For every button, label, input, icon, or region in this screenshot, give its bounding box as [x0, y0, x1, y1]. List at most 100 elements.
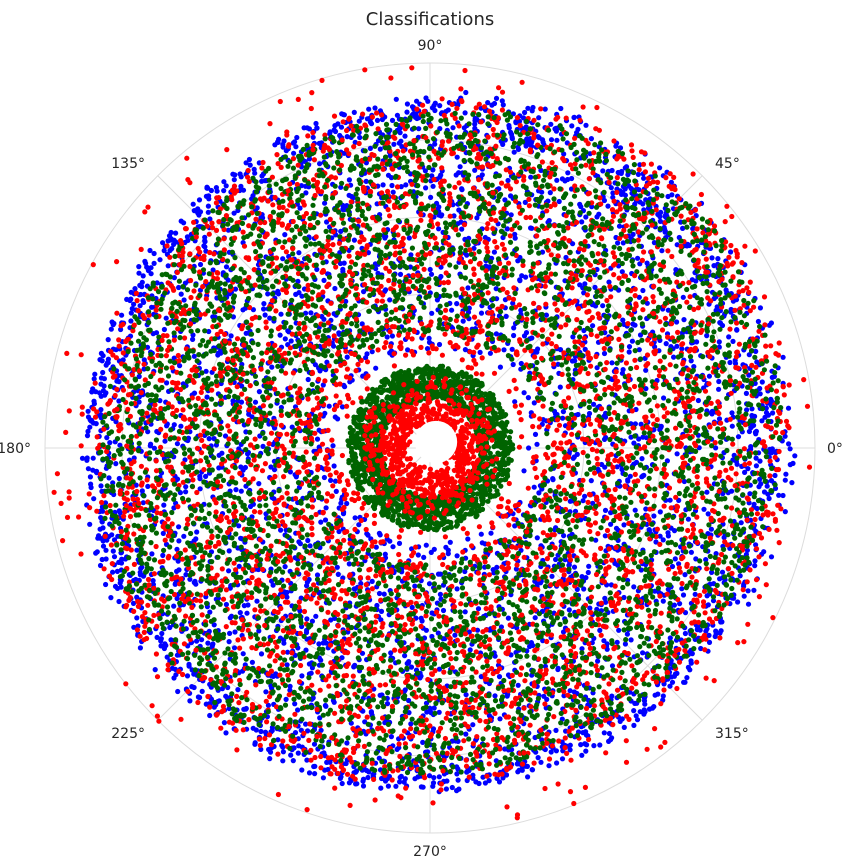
data-point — [716, 386, 722, 392]
data-point — [203, 193, 209, 199]
data-point — [85, 408, 91, 414]
data-point — [205, 203, 211, 209]
data-point — [512, 235, 518, 241]
data-point — [153, 543, 159, 550]
data-point — [294, 134, 300, 141]
data-point — [335, 571, 341, 578]
data-point — [372, 105, 378, 111]
data-point — [471, 271, 477, 277]
data-point — [459, 186, 465, 192]
data-point — [332, 285, 338, 292]
data-point — [360, 778, 366, 784]
data-point — [641, 175, 647, 181]
data-point — [202, 244, 208, 250]
data-point — [491, 249, 497, 255]
data-point — [186, 661, 192, 668]
data-point — [742, 469, 748, 475]
data-point — [246, 156, 252, 163]
data-point — [233, 727, 239, 733]
chart-title: Classifications — [366, 9, 494, 30]
data-point — [680, 592, 687, 598]
data-point — [637, 332, 644, 338]
data-point — [516, 444, 523, 450]
data-point — [442, 534, 448, 540]
data-point — [116, 598, 122, 605]
data-point — [602, 595, 608, 601]
data-point — [729, 423, 735, 429]
data-point — [418, 623, 424, 630]
data-point — [284, 511, 290, 517]
data-point — [465, 285, 471, 291]
data-point — [247, 503, 254, 510]
data-point — [205, 640, 211, 646]
data-point — [174, 546, 180, 552]
data-point — [406, 235, 412, 241]
data-point — [493, 331, 499, 337]
data-point — [106, 475, 112, 481]
data-point — [428, 549, 434, 556]
data-point — [88, 481, 94, 487]
data-point — [555, 665, 561, 672]
data-point — [398, 184, 404, 190]
data-point — [632, 507, 638, 513]
data-point — [655, 179, 661, 185]
data-point — [270, 673, 276, 680]
data-point — [280, 144, 286, 150]
data-point — [281, 138, 287, 144]
data-point — [101, 383, 107, 389]
data-point — [143, 260, 149, 266]
data-point — [761, 549, 767, 555]
data-point — [108, 595, 114, 601]
data-point — [349, 193, 355, 200]
data-point — [261, 301, 267, 307]
data-point — [438, 213, 444, 219]
data-point — [204, 185, 210, 191]
data-point — [506, 480, 512, 487]
data-point — [287, 469, 293, 475]
data-point — [462, 347, 468, 353]
data-point — [624, 631, 631, 637]
data-point — [376, 590, 383, 597]
data-point — [197, 209, 204, 215]
data-point — [515, 682, 521, 688]
data-point — [278, 311, 284, 317]
data-point — [523, 274, 529, 280]
data-point — [283, 696, 289, 703]
data-point — [622, 641, 629, 647]
data-point — [539, 189, 545, 195]
data-point — [723, 287, 729, 293]
data-point — [592, 284, 598, 290]
data-point — [350, 673, 356, 679]
data-point — [493, 95, 500, 101]
data-point — [429, 633, 435, 640]
data-point — [263, 689, 269, 695]
data-point — [701, 506, 707, 512]
data-point — [508, 193, 514, 199]
data-point — [398, 773, 404, 779]
data-point — [463, 89, 469, 96]
data-point — [262, 312, 268, 318]
data-point — [627, 473, 633, 479]
data-point — [657, 509, 663, 515]
data-point — [108, 326, 114, 332]
data-point — [571, 564, 578, 570]
data-point — [148, 271, 154, 277]
data-point — [611, 198, 617, 204]
data-point — [483, 606, 489, 612]
data-point — [351, 109, 357, 115]
data-point — [583, 122, 589, 128]
data-point — [191, 208, 197, 214]
data-point — [735, 434, 742, 440]
data-point — [549, 573, 555, 579]
data-point — [176, 524, 182, 530]
data-point — [295, 750, 301, 756]
data-point — [455, 777, 461, 783]
data-point — [374, 602, 380, 609]
data-point — [304, 616, 310, 622]
data-point — [447, 539, 453, 545]
data-point — [101, 376, 107, 382]
data-point — [452, 632, 458, 638]
data-point — [421, 554, 427, 561]
data-point — [620, 317, 626, 323]
data-point — [711, 263, 717, 269]
